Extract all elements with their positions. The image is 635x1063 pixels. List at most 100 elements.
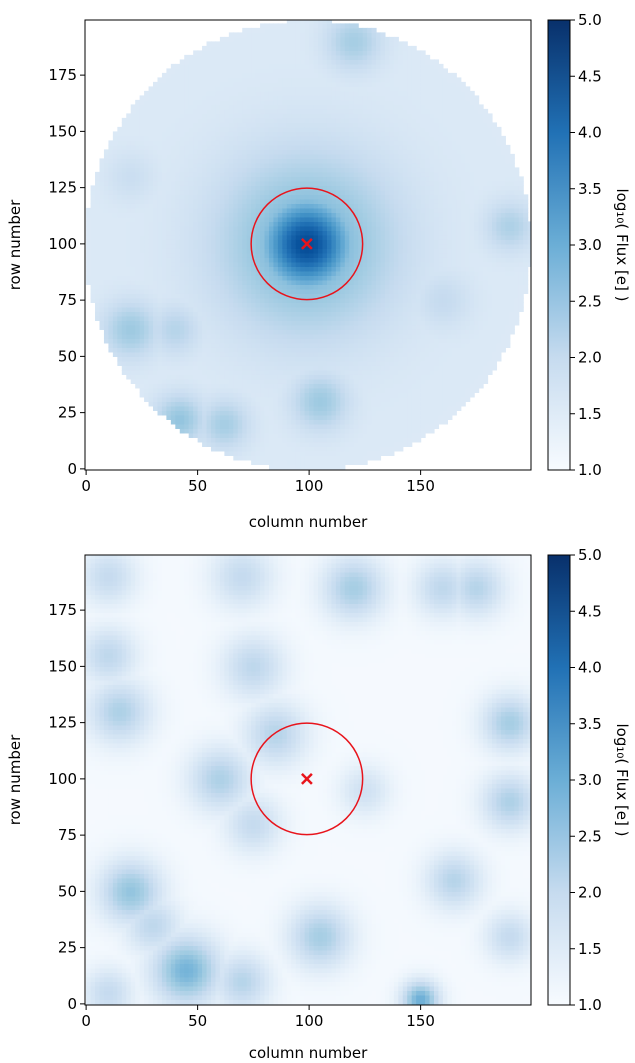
heatmap-cell xyxy=(318,167,324,173)
heatmap-cell xyxy=(251,275,257,281)
heatmap-cell xyxy=(224,320,230,326)
heatmap-cell xyxy=(246,41,252,47)
heatmap-cell xyxy=(313,428,319,434)
heatmap-cell xyxy=(326,140,333,146)
heatmap-cell xyxy=(340,396,346,402)
heatmap-cell xyxy=(264,45,270,51)
heatmap-cell xyxy=(295,230,301,236)
heatmap-cell xyxy=(309,446,315,452)
heatmap-cell xyxy=(112,180,118,186)
heatmap-cell xyxy=(304,257,310,263)
heatmap-cell xyxy=(349,360,355,366)
heatmap-cell xyxy=(206,108,212,114)
heatmap-cell xyxy=(268,441,275,447)
heatmap-cell xyxy=(349,446,355,452)
heatmap-cell xyxy=(188,108,194,114)
heatmap-cell xyxy=(282,140,288,146)
heatmap-cell xyxy=(300,401,306,407)
heatmap-cell xyxy=(188,203,194,209)
heatmap-cell xyxy=(309,95,315,101)
heatmap-cell xyxy=(211,54,217,60)
heatmap-cell xyxy=(170,207,176,213)
heatmap-cell xyxy=(184,176,190,182)
heatmap-cell xyxy=(322,126,328,132)
heatmap-cell xyxy=(322,72,328,78)
heatmap-cell xyxy=(157,401,163,407)
heatmap-cell xyxy=(139,279,145,285)
heatmap-cell xyxy=(353,410,359,416)
heatmap-cell xyxy=(340,77,346,83)
heatmap-cell xyxy=(170,243,176,249)
heatmap-cell xyxy=(277,329,283,335)
heatmap-cell xyxy=(144,216,150,222)
heatmap-cell xyxy=(268,135,275,141)
heatmap-cell xyxy=(300,365,306,371)
heatmap-cell xyxy=(282,360,288,366)
heatmap-cell xyxy=(322,288,328,294)
heatmap-cell xyxy=(326,144,333,150)
heatmap-cell xyxy=(148,288,154,294)
heatmap-cell xyxy=(335,360,341,366)
heatmap-cell xyxy=(215,153,221,159)
heatmap-cell xyxy=(273,225,279,231)
heatmap-cell xyxy=(117,203,123,209)
heatmap-cell xyxy=(211,401,217,407)
heatmap-cell xyxy=(264,459,270,465)
heatmap-cell xyxy=(126,234,132,240)
heatmap-cell xyxy=(166,122,172,128)
heatmap-cell xyxy=(242,401,248,407)
heatmap-cell xyxy=(121,284,127,290)
heatmap-cell xyxy=(291,20,297,24)
heatmap-cell xyxy=(206,252,212,258)
heatmap-cell xyxy=(144,126,150,132)
heatmap-cell xyxy=(242,59,248,65)
heatmap-cell xyxy=(335,387,341,393)
heatmap-cell xyxy=(215,383,221,389)
heatmap-cell xyxy=(202,50,208,56)
heatmap-cell xyxy=(219,221,225,227)
heatmap-cell xyxy=(206,158,212,164)
heatmap-cell xyxy=(344,207,350,213)
heatmap-cell xyxy=(215,216,221,222)
heatmap-cell xyxy=(233,387,239,393)
heatmap-cell xyxy=(349,455,355,461)
heatmap-cell xyxy=(331,365,337,371)
heatmap-cell xyxy=(237,162,243,168)
heatmap-cell xyxy=(286,158,292,164)
heatmap-cell xyxy=(139,333,145,339)
heatmap-cell xyxy=(322,329,328,335)
heatmap-cell xyxy=(188,266,194,272)
heatmap-cell xyxy=(153,333,159,339)
heatmap-cell xyxy=(331,419,337,425)
heatmap-cell xyxy=(277,252,283,258)
heatmap-cell xyxy=(309,45,315,51)
heatmap-cell xyxy=(242,279,248,285)
heatmap-cell xyxy=(322,396,328,402)
heatmap-cell xyxy=(349,266,355,272)
heatmap-cell xyxy=(215,342,221,348)
heatmap-cell xyxy=(206,333,212,339)
heatmap-cell xyxy=(126,279,132,285)
heatmap-cell xyxy=(211,351,217,357)
heatmap-cell xyxy=(295,36,301,42)
heatmap-cell xyxy=(318,306,324,312)
heatmap-cell xyxy=(277,302,283,308)
heatmap-cell xyxy=(237,189,243,195)
heatmap-cell xyxy=(166,320,172,326)
heatmap-cell xyxy=(197,360,203,366)
heatmap-cell xyxy=(286,171,292,177)
heatmap-cell xyxy=(246,288,252,294)
heatmap-cell xyxy=(215,270,221,276)
heatmap-cell xyxy=(112,347,118,353)
heatmap-cell xyxy=(193,104,199,110)
heatmap-cell xyxy=(318,198,324,204)
heatmap-cell xyxy=(215,257,221,263)
heatmap-cell xyxy=(304,212,310,218)
heatmap-cell xyxy=(344,135,350,141)
heatmap-cell xyxy=(166,108,172,114)
heatmap-cell xyxy=(139,356,145,362)
heatmap-cell xyxy=(340,374,346,380)
heatmap-cell xyxy=(179,387,185,393)
heatmap-cell xyxy=(215,122,221,128)
heatmap-cell xyxy=(318,86,324,92)
